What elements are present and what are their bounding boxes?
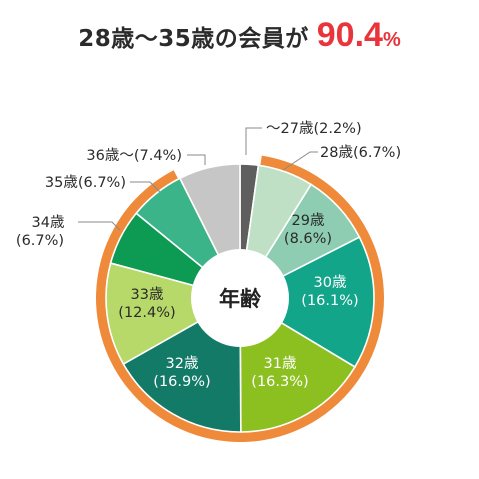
headline-value: 90.4: [316, 16, 383, 54]
slice-percent-7: (12.4%): [118, 305, 175, 321]
headline-text: 28歳～35歳の会員が: [78, 26, 309, 52]
slice-label-7: 33歳: [131, 286, 164, 303]
headline-unit: %: [382, 29, 401, 51]
slice-percent-4: (16.1%): [301, 293, 358, 309]
slice-percent-3: (8.6%): [284, 231, 332, 247]
slice-percent-8: (6.7%): [16, 233, 64, 249]
slice-label-6: 32歳: [166, 355, 199, 372]
center-hole: [191, 249, 289, 347]
leader-line-9: [130, 181, 161, 193]
slice-percent-6: (16.9%): [153, 374, 210, 390]
leader-line-1: [245, 127, 262, 155]
center-label: 年齢: [219, 287, 262, 311]
slice-label-3: 29歳: [292, 212, 325, 229]
slice-label-2: 28歳(6.7%): [320, 144, 401, 161]
pie-slice-7: [105, 262, 243, 366]
leader-lines: [78, 127, 318, 231]
leader-line-2: [282, 151, 318, 171]
chart-headline: 28歳～35歳の会員が 90.4%: [0, 16, 479, 55]
slice-label-5: 31歳: [264, 355, 297, 372]
leader-line-10: [187, 154, 206, 165]
slice-label-8: 34歳: [32, 214, 65, 231]
slice-label-10: 36歳～(7.4%): [86, 147, 182, 164]
slice-labels: ～27歳(2.2%) 28歳(6.7%) 29歳 (8.6%) 30歳 (16.1%) 31…: [16, 120, 401, 390]
slice-label-1: ～27歳(2.2%): [266, 120, 362, 137]
pie-slice-4: [238, 236, 375, 369]
leader-line-8: [78, 221, 121, 231]
slice-label-4: 30歳: [314, 274, 347, 291]
slice-percent-5: (16.3%): [251, 374, 308, 390]
slice-label-9: 35歳(6.7%): [45, 174, 126, 191]
